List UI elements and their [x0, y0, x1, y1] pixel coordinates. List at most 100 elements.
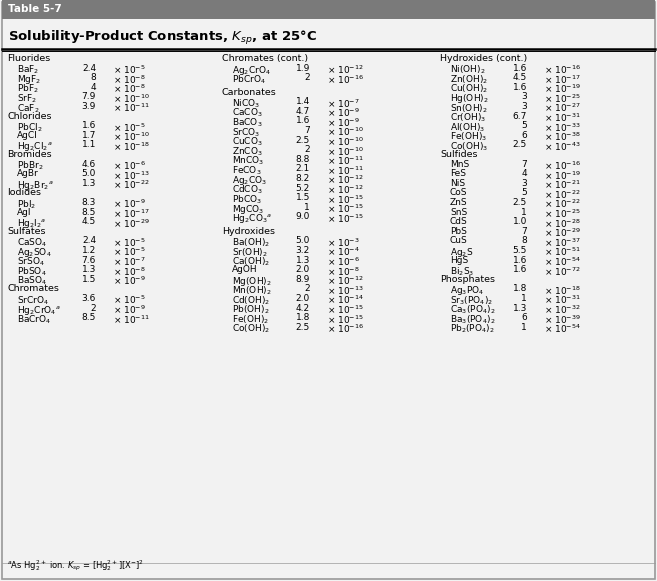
Text: 4.5: 4.5 [512, 73, 527, 82]
Text: Co(OH)$_3$: Co(OH)$_3$ [450, 141, 488, 153]
Text: 1: 1 [304, 203, 310, 212]
Text: Hg$_2$CO$_3$$^{a}$: Hg$_2$CO$_3$$^{a}$ [232, 213, 272, 225]
Text: Ag$_2$CO$_3$: Ag$_2$CO$_3$ [232, 174, 267, 187]
Text: × 10$^{-5}$: × 10$^{-5}$ [113, 121, 146, 134]
Text: SrCrO$_4$: SrCrO$_4$ [17, 294, 49, 307]
Text: FeCO$_3$: FeCO$_3$ [232, 164, 261, 177]
Text: 3: 3 [521, 102, 527, 111]
Text: 2.4: 2.4 [82, 63, 96, 73]
Text: 7: 7 [521, 227, 527, 236]
Text: Solubility-Product Constants, $\mathit{K}_{sp}$, at 25°C: Solubility-Product Constants, $\mathit{K… [8, 29, 317, 47]
Text: BaSO$_4$: BaSO$_4$ [17, 275, 47, 287]
Text: × 10$^{-54}$: × 10$^{-54}$ [544, 256, 581, 268]
Text: Ba$_3$(PO$_4$)$_2$: Ba$_3$(PO$_4$)$_2$ [450, 313, 495, 326]
Text: × 10$^{-9}$: × 10$^{-9}$ [113, 275, 146, 287]
Text: 2.4: 2.4 [82, 236, 96, 245]
Text: 1.8: 1.8 [512, 285, 527, 293]
Text: AgI: AgI [17, 207, 32, 217]
Text: CaSO$_4$: CaSO$_4$ [17, 236, 47, 249]
Text: 4.5: 4.5 [81, 217, 96, 226]
Text: × 10$^{-43}$: × 10$^{-43}$ [544, 141, 581, 153]
Text: × 10$^{-5}$: × 10$^{-5}$ [113, 236, 146, 249]
Text: 1.6: 1.6 [512, 63, 527, 73]
Text: BaCrO$_4$: BaCrO$_4$ [17, 313, 51, 326]
Text: 8.9: 8.9 [296, 275, 310, 284]
Text: SrF$_2$: SrF$_2$ [17, 92, 37, 105]
Text: AgBr: AgBr [17, 169, 39, 178]
Text: 8.5: 8.5 [81, 313, 96, 322]
Text: Chlorides: Chlorides [7, 112, 51, 121]
Text: Fluorides: Fluorides [7, 54, 50, 63]
Text: CaCO$_3$: CaCO$_3$ [232, 107, 263, 119]
Text: × 10$^{-54}$: × 10$^{-54}$ [544, 323, 581, 335]
Text: Al(OH)$_3$: Al(OH)$_3$ [450, 121, 485, 134]
Text: × 10$^{-25}$: × 10$^{-25}$ [544, 207, 581, 220]
Text: × 10$^{-8}$: × 10$^{-8}$ [113, 73, 146, 85]
Text: 5.0: 5.0 [81, 169, 96, 178]
Text: × 10$^{-11}$: × 10$^{-11}$ [327, 155, 364, 167]
Text: × 10$^{-10}$: × 10$^{-10}$ [327, 145, 364, 157]
Text: × 10$^{-5}$: × 10$^{-5}$ [113, 294, 146, 306]
Text: × 10$^{-39}$: × 10$^{-39}$ [544, 313, 581, 325]
Text: 3.9: 3.9 [81, 102, 96, 111]
Text: Ag$_2$S: Ag$_2$S [450, 246, 474, 259]
Text: × 10$^{-15}$: × 10$^{-15}$ [327, 193, 364, 206]
Text: 2.5: 2.5 [512, 198, 527, 207]
Text: Ag$_2$SO$_4$: Ag$_2$SO$_4$ [17, 246, 52, 259]
Text: 8.5: 8.5 [81, 207, 96, 217]
Text: × 10$^{-37}$: × 10$^{-37}$ [544, 236, 581, 249]
Text: × 10$^{-7}$: × 10$^{-7}$ [327, 97, 360, 110]
Text: × 10$^{-31}$: × 10$^{-31}$ [544, 294, 581, 306]
Text: × 10$^{-17}$: × 10$^{-17}$ [113, 207, 150, 220]
Text: × 10$^{-10}$: × 10$^{-10}$ [113, 131, 150, 143]
Text: 2: 2 [304, 145, 310, 154]
Text: PbS: PbS [450, 227, 467, 236]
Text: × 10$^{-22}$: × 10$^{-22}$ [113, 179, 150, 191]
Text: Mn(OH)$_2$: Mn(OH)$_2$ [232, 285, 272, 297]
Text: SrSO$_4$: SrSO$_4$ [17, 256, 45, 268]
Text: Bi$_2$S$_3$: Bi$_2$S$_3$ [450, 265, 474, 278]
Text: × 10$^{-11}$: × 10$^{-11}$ [113, 313, 150, 325]
Text: Sulfides: Sulfides [440, 150, 478, 159]
Text: 2: 2 [304, 73, 310, 82]
Text: 1.3: 1.3 [296, 256, 310, 264]
Text: 8.8: 8.8 [296, 155, 310, 164]
Text: 1.3: 1.3 [81, 265, 96, 274]
Text: FeS: FeS [450, 169, 466, 178]
Text: PbCl$_2$: PbCl$_2$ [17, 121, 43, 134]
Text: × 10$^{-21}$: × 10$^{-21}$ [544, 179, 581, 191]
Text: 1.8: 1.8 [296, 313, 310, 322]
Text: Ba(OH)$_2$: Ba(OH)$_2$ [232, 236, 270, 249]
Text: × 10$^{-10}$: × 10$^{-10}$ [113, 92, 150, 105]
Text: CoS: CoS [450, 188, 468, 198]
Text: PbBr$_2$: PbBr$_2$ [17, 160, 43, 172]
Text: × 10$^{-18}$: × 10$^{-18}$ [113, 141, 150, 153]
Text: × 10$^{-22}$: × 10$^{-22}$ [544, 198, 581, 210]
Text: Bromides: Bromides [7, 150, 52, 159]
Text: 1.6: 1.6 [512, 265, 527, 274]
Text: Fe(OH)$_3$: Fe(OH)$_3$ [450, 131, 487, 144]
Text: 5.5: 5.5 [512, 246, 527, 255]
Text: 2.0: 2.0 [296, 265, 310, 274]
Text: × 10$^{-14}$: × 10$^{-14}$ [327, 294, 364, 306]
Text: × 10$^{-51}$: × 10$^{-51}$ [544, 246, 581, 259]
Text: Ca(OH)$_2$: Ca(OH)$_2$ [232, 256, 270, 268]
Text: 2.0: 2.0 [296, 294, 310, 303]
Text: Sn(OH)$_2$: Sn(OH)$_2$ [450, 102, 487, 114]
Text: 1.6: 1.6 [81, 121, 96, 130]
Text: Table 5-7: Table 5-7 [8, 5, 62, 15]
Text: × 10$^{-9}$: × 10$^{-9}$ [113, 304, 146, 316]
Text: 7: 7 [521, 160, 527, 168]
Text: × 10$^{-12}$: × 10$^{-12}$ [327, 184, 363, 196]
Text: × 10$^{-7}$: × 10$^{-7}$ [113, 256, 146, 268]
Text: AgOH: AgOH [232, 265, 258, 274]
Text: MgCO$_3$: MgCO$_3$ [232, 203, 264, 216]
Bar [2, 0, 655, 19]
Text: × 10$^{-15}$: × 10$^{-15}$ [327, 213, 364, 225]
Text: 3.2: 3.2 [296, 246, 310, 255]
Text: 5: 5 [521, 188, 527, 198]
Text: 7.6: 7.6 [81, 256, 96, 264]
Text: × 10$^{-12}$: × 10$^{-12}$ [327, 275, 363, 287]
Text: Pb$_2$(PO$_4$)$_2$: Pb$_2$(PO$_4$)$_2$ [450, 323, 495, 335]
Text: × 10$^{-29}$: × 10$^{-29}$ [544, 227, 581, 239]
